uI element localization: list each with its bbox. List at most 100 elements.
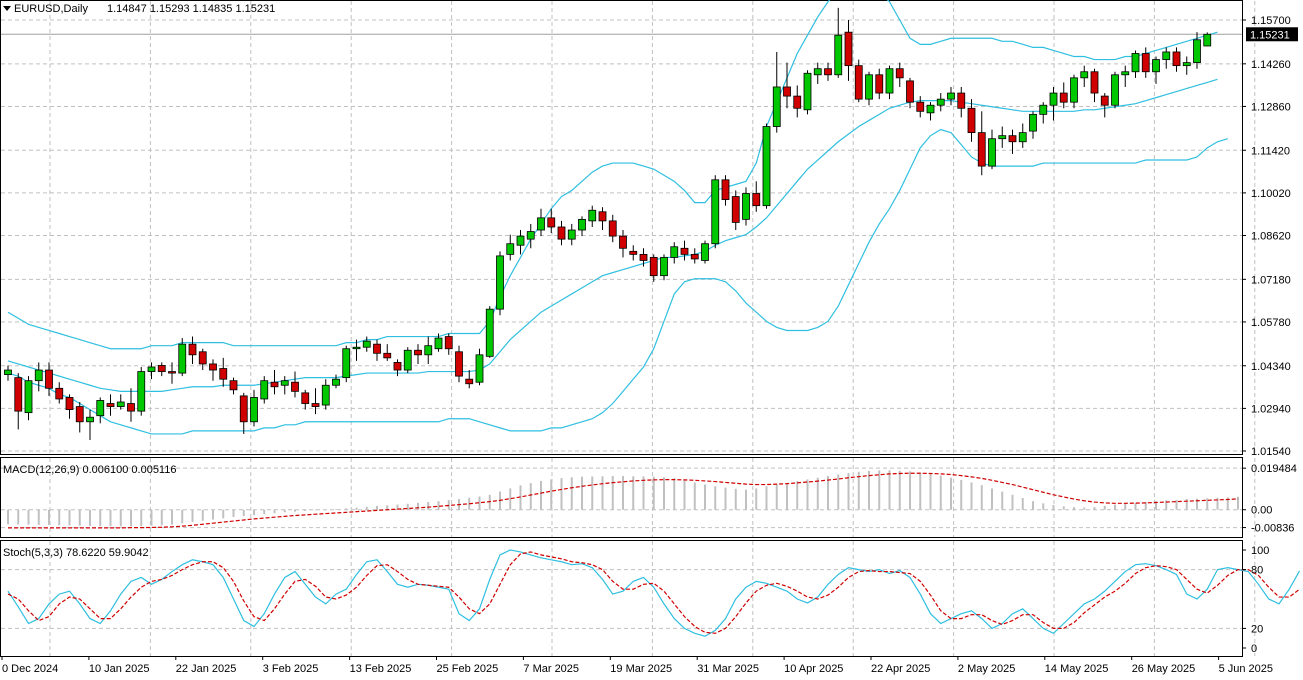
candle	[127, 388, 135, 422]
candle-body	[547, 217, 556, 228]
candle-body	[1203, 33, 1212, 47]
candle	[834, 7, 843, 78]
candle	[1193, 32, 1201, 69]
candle	[762, 123, 771, 209]
x-tick-label: 7 Mar 2025	[523, 663, 579, 675]
y-tick-label: 1.15700	[1251, 15, 1291, 27]
candle-body	[96, 400, 105, 417]
y-tick-label: 1.11420	[1251, 145, 1290, 157]
candle	[895, 62, 904, 87]
x-tick-label: 22 Apr 2025	[871, 663, 930, 675]
candle-body	[721, 179, 730, 200]
candle	[424, 336, 433, 364]
candle-body	[557, 226, 566, 240]
stoch-y-tick-label: 20	[1251, 623, 1263, 635]
candle	[619, 230, 627, 258]
x-tick-label: 0 Dec 2024	[2, 663, 58, 675]
candle-body	[608, 220, 617, 237]
candle	[342, 345, 351, 383]
candle-body	[45, 369, 53, 389]
candle	[998, 126, 1007, 148]
candle	[649, 254, 658, 282]
candle-body	[578, 218, 586, 231]
candle	[106, 394, 115, 416]
candle	[1131, 50, 1140, 78]
candle	[1018, 123, 1027, 148]
candle	[1172, 47, 1181, 72]
candle-body	[1121, 71, 1130, 76]
candle	[547, 208, 556, 234]
stoch-panel-frame	[0, 540, 1243, 657]
candlesticks	[4, 7, 1212, 441]
y-tick-label: 1.01540	[1251, 446, 1291, 458]
candle-body	[680, 247, 689, 255]
candle	[321, 379, 330, 410]
candle-body	[567, 229, 576, 240]
candle	[444, 333, 453, 355]
candle-body	[854, 65, 863, 100]
candle	[608, 214, 617, 243]
candle-body	[1008, 135, 1017, 143]
candle	[875, 68, 884, 100]
last-price-label: 1.15231	[1250, 29, 1290, 41]
candle-body	[588, 209, 597, 222]
candle-body	[362, 340, 371, 348]
candle	[55, 382, 64, 404]
candle-body	[598, 211, 607, 222]
candle	[690, 248, 699, 264]
candle-body	[311, 403, 320, 407]
candle	[260, 376, 269, 404]
candle-body	[957, 92, 966, 109]
candle-body	[895, 68, 904, 79]
candle-body	[260, 380, 269, 400]
candle-body	[947, 92, 955, 100]
candle	[516, 230, 525, 255]
dropdown-triangle-icon[interactable]	[3, 6, 11, 11]
candle	[280, 376, 289, 395]
candle-body	[1182, 62, 1191, 67]
candle-body	[342, 348, 351, 379]
candle	[660, 254, 668, 281]
candle-body	[86, 416, 94, 423]
candle	[45, 362, 53, 396]
y-tick-label: 1.05780	[1251, 317, 1291, 329]
x-tick-label: 3 Feb 2025	[263, 663, 319, 675]
candle	[526, 223, 535, 249]
candle	[813, 62, 822, 84]
candle-body	[321, 384, 330, 406]
candle	[311, 388, 320, 415]
candle-body	[1059, 92, 1068, 103]
candle	[783, 62, 791, 109]
axes: 0 Dec 2024 10 Jan 2025 22 Jan 2025 3 Feb 20…	[1, 15, 1297, 675]
candle-body	[106, 403, 115, 407]
candle-body	[178, 343, 187, 374]
candle-body	[936, 98, 945, 106]
candle-body	[1049, 92, 1058, 106]
y-tick-label: 1.07180	[1251, 274, 1291, 286]
y-tick-label: 1.10020	[1251, 188, 1291, 200]
candle-body	[332, 378, 340, 386]
candle	[557, 220, 566, 246]
macd-indicator	[7, 470, 1239, 529]
candle	[270, 370, 279, 395]
candle-body	[434, 337, 443, 350]
candle-body	[660, 257, 668, 277]
candle-body	[1029, 113, 1037, 132]
candle	[414, 344, 422, 364]
x-tick-label: 10 Jan 2025	[89, 663, 150, 675]
candle-body	[147, 366, 156, 372]
candle-body	[906, 80, 914, 103]
candle-body	[1111, 74, 1119, 106]
y-tick-label: 1.08620	[1251, 231, 1291, 243]
candle	[957, 86, 966, 118]
candle	[711, 175, 720, 249]
candle-body	[865, 74, 873, 100]
candle-body	[485, 308, 494, 357]
candle	[157, 362, 166, 377]
candle-body	[291, 381, 299, 392]
candle-body	[793, 95, 802, 109]
candle	[1162, 47, 1171, 69]
candle	[629, 245, 638, 261]
candle-body	[649, 257, 658, 277]
